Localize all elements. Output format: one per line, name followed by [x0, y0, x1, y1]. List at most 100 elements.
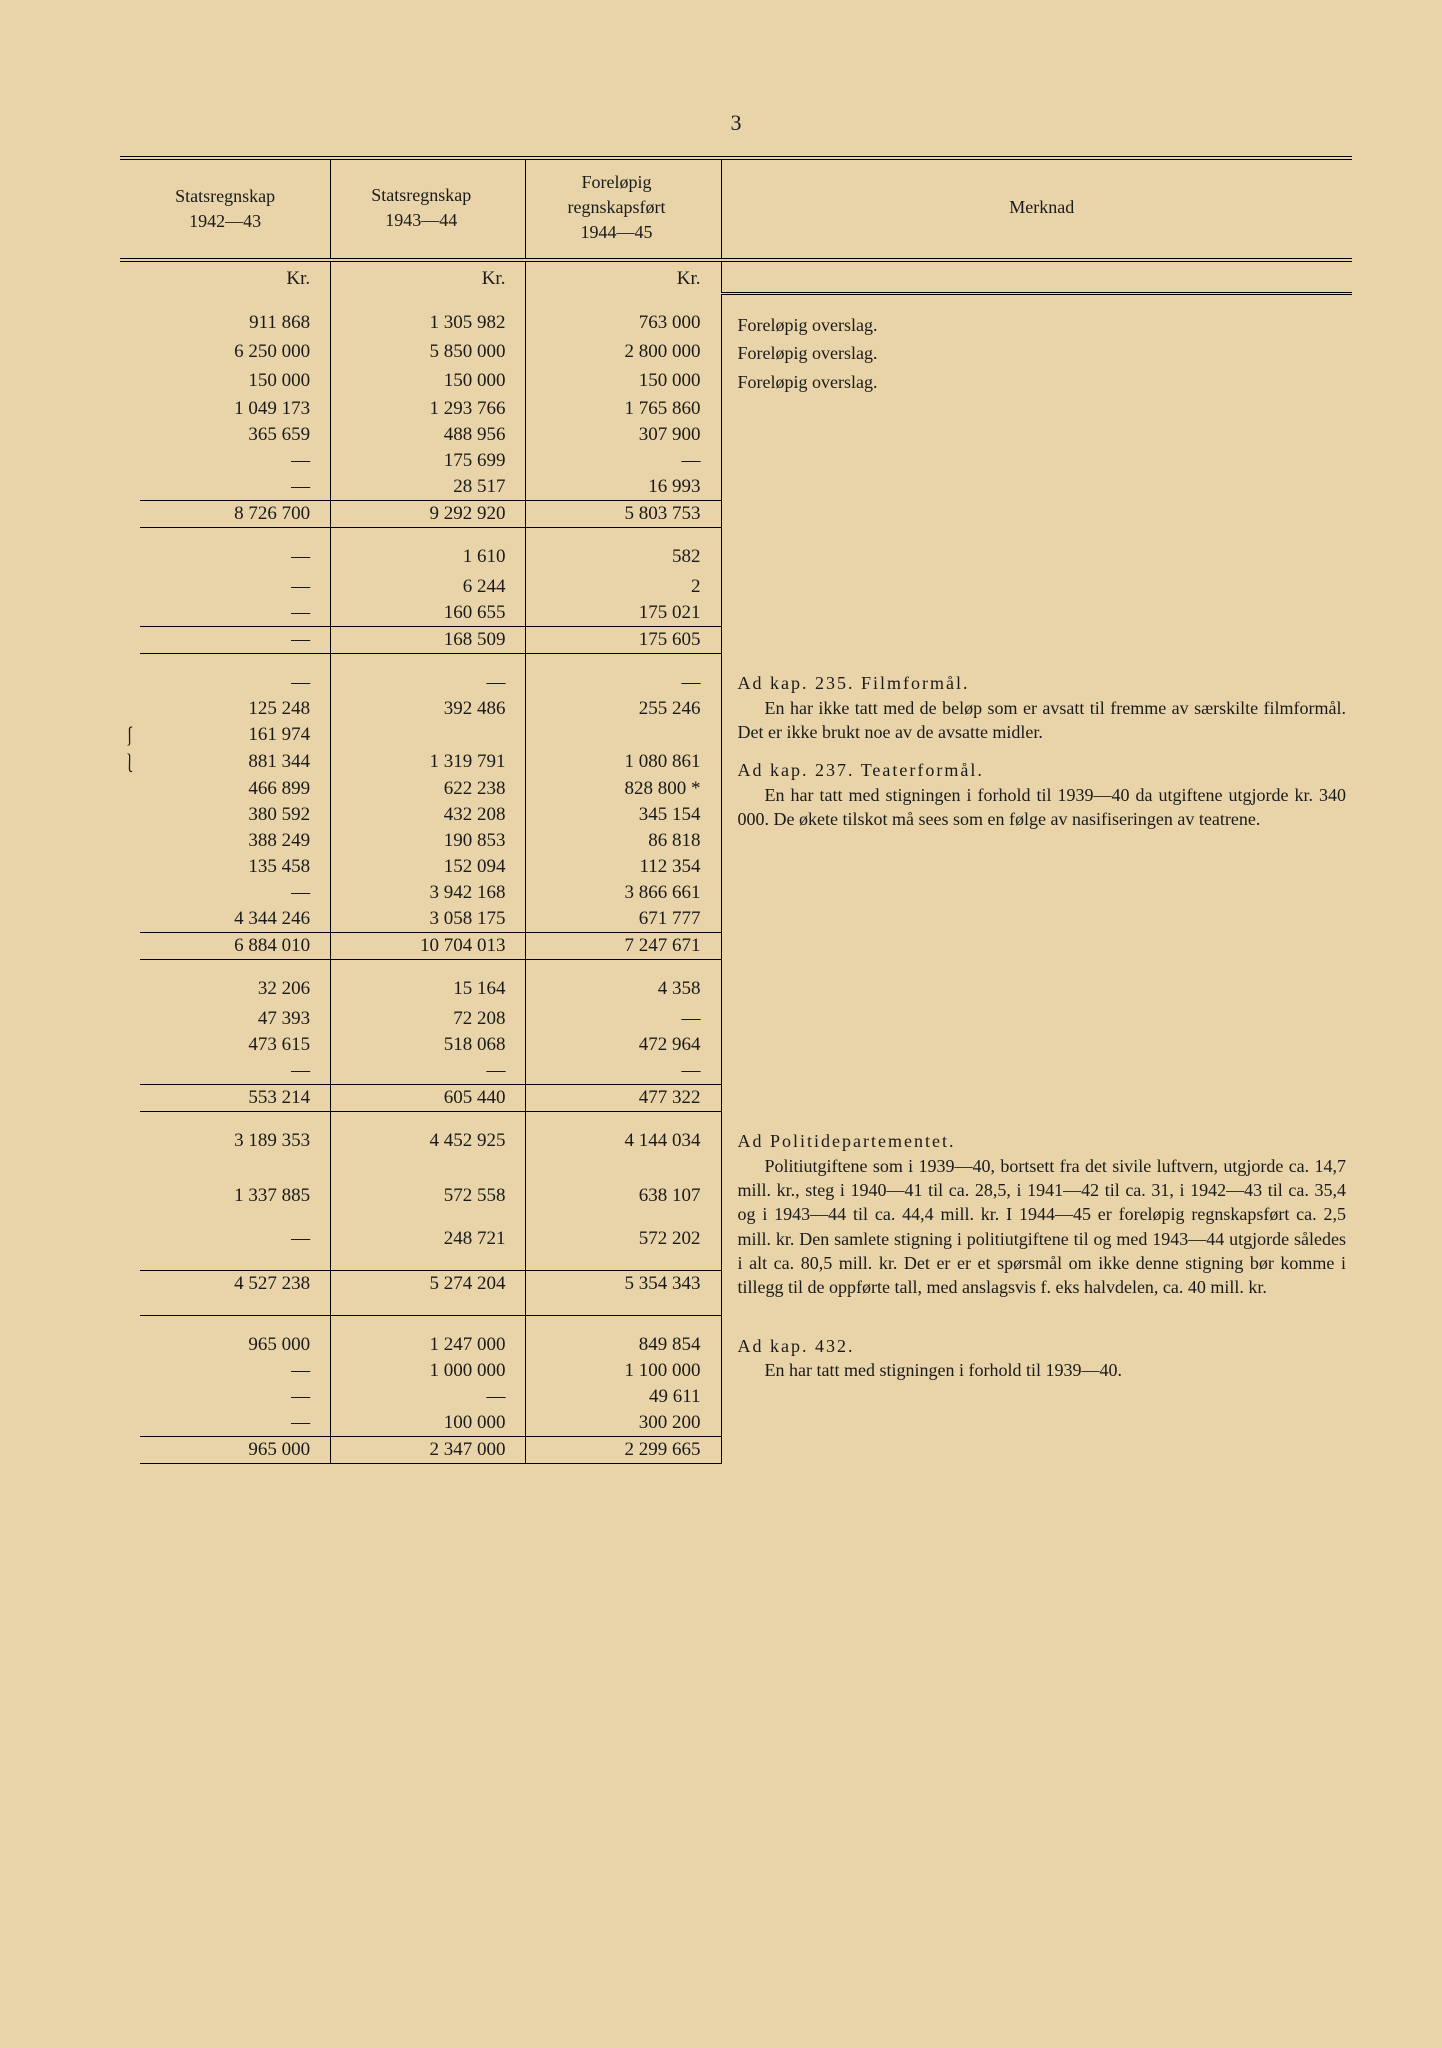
subtotal-cell: 6 884 010 [140, 932, 331, 959]
cell: 1 100 000 [526, 1358, 721, 1384]
brace-icon [120, 776, 140, 802]
cell: — [140, 448, 331, 474]
cell: 28 517 [331, 474, 526, 501]
subtotal-cell: 5 803 753 [526, 500, 721, 527]
subtotal-cell: 553 214 [140, 1084, 331, 1111]
cell: 32 206 [140, 959, 331, 1002]
brace-icon [120, 1316, 140, 1359]
brace-icon [120, 854, 140, 880]
brace-icon [120, 474, 140, 501]
cell: 473 615 [140, 1032, 331, 1058]
table-row: — 6 244 2 [120, 574, 1352, 600]
subtotal-cell: 2 299 665 [526, 1437, 721, 1464]
merknad-block: Ad kap. 432. En har tatt med stigningen … [721, 1316, 1352, 1464]
cell: — [331, 653, 526, 696]
cell: — [140, 474, 331, 501]
currency-label: Kr. [140, 260, 331, 294]
brace-icon [120, 294, 140, 340]
cell: 671 777 [526, 906, 721, 933]
subtotal-cell: 175 605 [526, 626, 721, 653]
brace-icon [120, 906, 140, 933]
table-row: — — — Ad kap. 235. Filmformål. En har ik… [120, 653, 1352, 696]
cell: 828 800 * [526, 776, 721, 802]
cell: 392 486 [331, 696, 526, 722]
table-row: 47 393 72 208 — [120, 1006, 1352, 1032]
cell: 1 305 982 [331, 294, 526, 340]
brace-icon [120, 959, 140, 1002]
brace-icon: ⎰ [120, 722, 140, 749]
cell: 345 154 [526, 802, 721, 828]
brace-icon [120, 600, 140, 627]
cell: 1 247 000 [331, 1316, 526, 1359]
cell: 1 319 791 [331, 749, 526, 776]
cell: 3 866 661 [526, 880, 721, 906]
cell: 1 765 860 [526, 396, 721, 422]
cell: 248 721 [331, 1226, 526, 1270]
cell: — [140, 574, 331, 600]
brace-icon [120, 1032, 140, 1058]
cell: — [526, 653, 721, 696]
cell: 911 868 [140, 294, 331, 340]
merknad-block: Ad kap. 235. Filmformål. En har ikke tat… [721, 653, 1352, 959]
cell: 152 094 [331, 854, 526, 880]
brace-icon [120, 828, 140, 854]
table-row: — 1 610 582 [120, 527, 1352, 570]
cell: 3 189 353 [140, 1111, 331, 1182]
currency-label: Kr. [526, 260, 721, 294]
cell: — [140, 880, 331, 906]
subtotal-cell: 477 322 [526, 1084, 721, 1111]
page: 3 Statsregnskap1942—43 Statsregnskap1943… [0, 0, 1442, 1554]
cell: — [331, 1058, 526, 1085]
accounts-table: Statsregnskap1942—43 Statsregnskap1943—4… [120, 156, 1352, 1464]
cell: — [140, 527, 331, 570]
cell: 135 458 [140, 854, 331, 880]
subtotal-row: 553 214 605 440 477 322 [120, 1084, 1352, 1111]
cell: — [526, 1006, 721, 1032]
cell: 472 964 [526, 1032, 721, 1058]
cell: 466 899 [140, 776, 331, 802]
cell: — [331, 1384, 526, 1410]
cell: 622 238 [331, 776, 526, 802]
cell: — [140, 1058, 331, 1085]
cell: 307 900 [526, 422, 721, 448]
subtotal-cell: 2 347 000 [331, 1437, 526, 1464]
brace-icon [120, 1384, 140, 1410]
cell: 3 942 168 [331, 880, 526, 906]
brace-icon [120, 1410, 140, 1437]
cell: 388 249 [140, 828, 331, 854]
cell: 4 144 034 [526, 1111, 721, 1182]
cell: — [140, 653, 331, 696]
cell: 4 344 246 [140, 906, 331, 933]
cell: 100 000 [331, 1410, 526, 1437]
row-note: Foreløpig overslag. [721, 294, 1352, 340]
cell: 5 850 000 [331, 339, 526, 367]
cell: — [140, 1358, 331, 1384]
cell: 6 244 [331, 574, 526, 600]
cell: 16 993 [526, 474, 721, 501]
cell [331, 722, 526, 749]
subtotal-cell: 5 354 343 [526, 1270, 721, 1315]
subtotal-row: — 168 509 175 605 [120, 626, 1352, 653]
cell: 150 000 [526, 368, 721, 396]
cell [526, 722, 721, 749]
currency-label: Kr. [331, 260, 526, 294]
col-header-4: Merknad [721, 158, 1352, 260]
brace-icon [120, 1058, 140, 1085]
cell: 1 610 [331, 527, 526, 570]
cell: 255 246 [526, 696, 721, 722]
cell: 3 058 175 [331, 906, 526, 933]
cell: 1 000 000 [331, 1358, 526, 1384]
brace-icon [120, 1006, 140, 1032]
subtotal-cell: 5 274 204 [331, 1270, 526, 1315]
subtotal-cell: 10 704 013 [331, 932, 526, 959]
brace-icon [120, 1183, 140, 1226]
table-row: — 175 699 — [120, 448, 1352, 474]
cell: 572 202 [526, 1226, 721, 1270]
subtotal-cell: 605 440 [331, 1084, 526, 1111]
brace-icon [120, 448, 140, 474]
subtotal-cell: 168 509 [331, 626, 526, 653]
row-note: Foreløpig overslag. [721, 368, 1352, 396]
subtotal-cell: 8 726 700 [140, 500, 331, 527]
table-row: 3 189 353 4 452 925 4 144 034 Ad Politid… [120, 1111, 1352, 1182]
cell: 2 800 000 [526, 339, 721, 367]
